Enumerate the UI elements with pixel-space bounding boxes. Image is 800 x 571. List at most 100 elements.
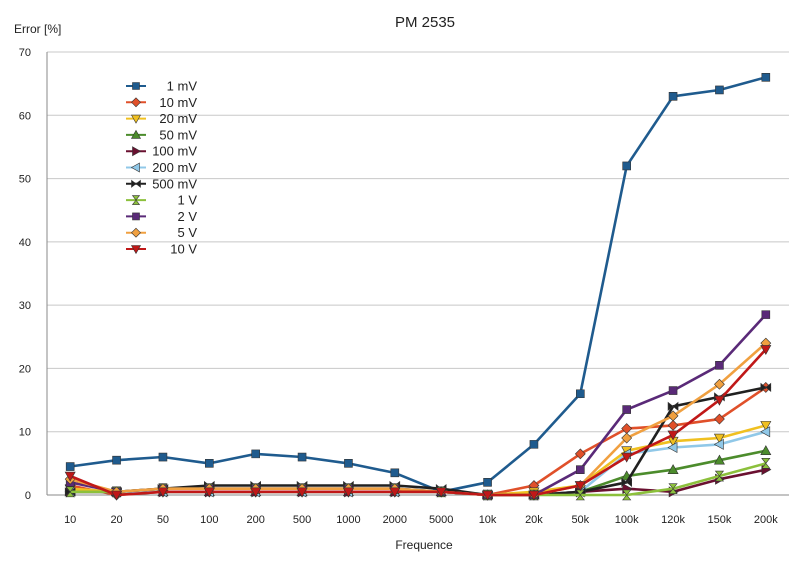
data-point (483, 478, 492, 487)
data-point (761, 458, 771, 469)
legend-marker (132, 82, 140, 90)
legend-label: 1 V (177, 193, 197, 208)
data-point (111, 490, 123, 501)
y-tick-label: 10 (19, 427, 31, 439)
x-tick-label: 100k (615, 514, 639, 526)
data-point (667, 464, 679, 474)
data-point (714, 413, 725, 425)
data-point (713, 395, 725, 406)
series-line (69, 342, 767, 497)
data-point (205, 459, 214, 468)
legend-marker (130, 245, 142, 255)
legend-marker (131, 195, 141, 205)
legend-label: 20 mV (159, 111, 197, 126)
data-point (667, 430, 679, 441)
data-point (715, 360, 724, 370)
data-point (250, 487, 262, 498)
data-point (158, 452, 168, 462)
x-tick-label: 10k (479, 514, 497, 526)
data-point (621, 477, 632, 487)
x-tick-label: 50 (157, 514, 169, 526)
legend-marker (131, 227, 141, 238)
data-point (297, 452, 307, 462)
data-point (574, 481, 586, 492)
legend-marker (132, 146, 142, 157)
legend-item: 2 V (126, 209, 197, 224)
y-tick-label: 60 (19, 110, 31, 122)
x-tick-label: 20k (525, 514, 543, 526)
y-tick-label: 20 (19, 363, 31, 375)
axes: 0 10 20 30 40 50 60 70 10 20 50 100 200 500 1000 2000 50… (19, 47, 789, 526)
data-point (621, 452, 633, 463)
data-point (667, 410, 679, 422)
y-tick-label: 30 (19, 300, 31, 312)
data-point (65, 462, 75, 471)
x-tick-label: 200k (754, 514, 778, 526)
x-tick-label: 20 (110, 514, 122, 526)
legend-marker (132, 212, 140, 221)
series-line (70, 386, 767, 497)
legend-label: 50 mV (159, 127, 197, 142)
data-point (760, 421, 772, 432)
data-point (622, 161, 631, 171)
data-point (760, 382, 772, 393)
x-tick-label: 150k (708, 514, 732, 526)
legend-label: 10 mV (159, 95, 197, 110)
data-point (621, 432, 633, 444)
legend-label: 5 V (177, 225, 197, 240)
x-tick-label: 50k (571, 514, 589, 526)
x-axis-label: Frequence (395, 538, 453, 552)
data-point (713, 438, 724, 450)
data-point (251, 449, 260, 459)
legend-marker (130, 129, 142, 139)
data-point (667, 419, 679, 431)
data-point (112, 455, 121, 465)
data-point (296, 487, 308, 498)
data-point (389, 487, 401, 498)
legend-item: 500 mV (126, 176, 197, 191)
data-point (622, 405, 631, 414)
data-point (760, 345, 772, 356)
legend-marker (131, 179, 141, 188)
series-10-v (64, 345, 772, 501)
data-point (668, 483, 678, 494)
legend-item: 50 mV (126, 127, 197, 142)
y-tick-label: 0 (25, 490, 31, 502)
data-point (528, 490, 540, 501)
data-point (622, 489, 632, 501)
x-tick-label: 1000 (336, 514, 360, 526)
data-point (714, 378, 725, 390)
legend-label: 10 V (170, 242, 197, 257)
legend-item: 10 V (126, 242, 197, 257)
data-point (713, 433, 725, 444)
y-axis-label: Error [%] (14, 22, 61, 36)
x-tick-label: 100 (200, 514, 218, 526)
data-point (668, 386, 678, 395)
legend-label: 100 mV (152, 144, 197, 159)
y-tick-label: 50 (19, 174, 31, 186)
legend-label: 500 mV (152, 176, 197, 191)
data-point (713, 454, 725, 465)
data-point (390, 468, 400, 478)
grid (47, 51, 789, 433)
data-point (344, 459, 353, 468)
data-point (203, 487, 215, 498)
data-point (576, 465, 585, 474)
legend-item: 5 V (126, 225, 197, 240)
data-point (760, 445, 772, 455)
legend-label: 1 mV (167, 79, 198, 94)
data-point (64, 471, 76, 482)
legend-item: 100 mV (126, 144, 197, 159)
legend-marker (130, 114, 142, 124)
data-point (667, 401, 679, 412)
data-point (65, 486, 75, 498)
series-group (64, 73, 772, 501)
y-tick-label: 70 (19, 47, 31, 59)
chart-title: PM 2535 (395, 14, 455, 31)
legend-item: 10 mV (126, 95, 197, 110)
legend-item: 1 mV (126, 79, 197, 94)
data-point (668, 92, 678, 101)
